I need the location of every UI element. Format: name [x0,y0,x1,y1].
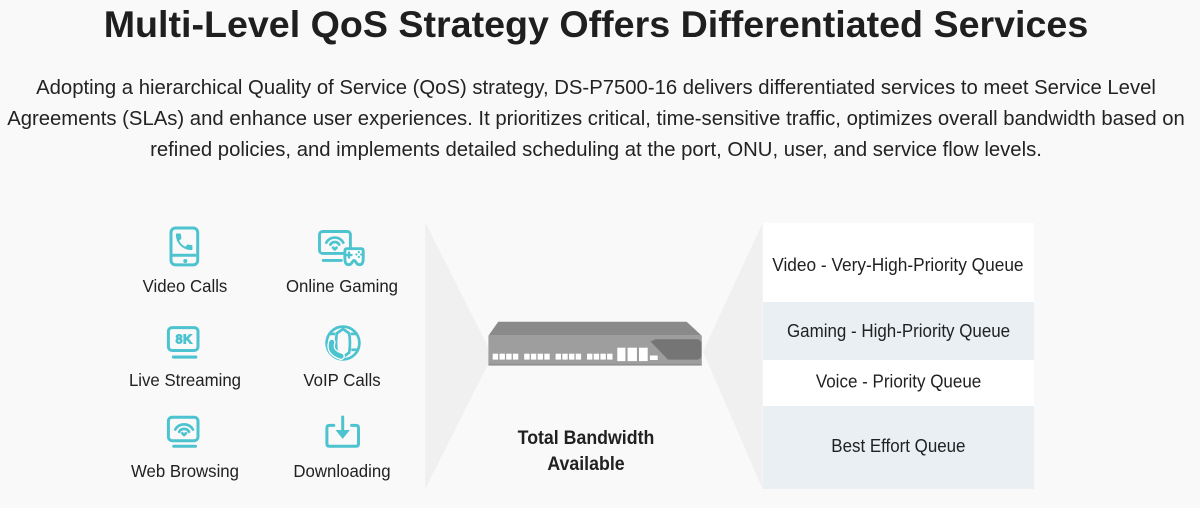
svg-text:8K: 8K [176,331,194,346]
